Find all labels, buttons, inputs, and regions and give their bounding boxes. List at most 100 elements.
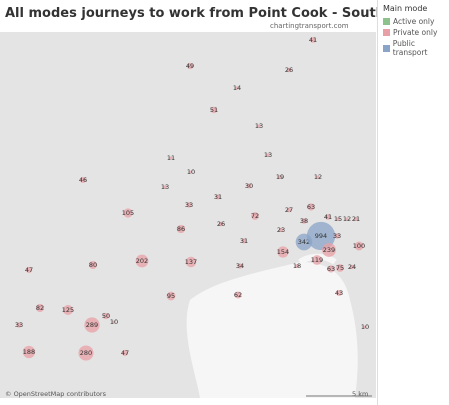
- bubble: [169, 156, 173, 160]
- bubble: [79, 176, 87, 184]
- bubble: [186, 62, 194, 70]
- place-value: 27: [285, 206, 293, 214]
- place-value: 26: [285, 66, 293, 74]
- place-value: 202: [136, 257, 148, 265]
- place-value: 12: [343, 215, 351, 223]
- bubble: [112, 320, 116, 324]
- bubble: [336, 217, 340, 221]
- place-value: 24: [348, 263, 356, 271]
- bubble: [78, 345, 94, 361]
- bubble: [336, 290, 342, 296]
- bubble: [22, 345, 36, 359]
- bubble: [353, 216, 359, 222]
- bubble: [334, 233, 340, 239]
- bubble: [234, 291, 242, 299]
- attribution: © OpenStreetMap contributors: [5, 390, 106, 398]
- place-value: 51: [210, 106, 218, 114]
- bubble: [316, 175, 320, 179]
- bubble: [25, 266, 33, 274]
- place-value: 105: [122, 209, 134, 217]
- place-value: 239: [323, 246, 335, 254]
- legend: Main mode Active only Private only Public …: [377, 0, 449, 405]
- place-value: 49: [186, 62, 194, 70]
- bubble: [336, 264, 344, 272]
- place-value: 13: [161, 183, 169, 191]
- place-value: 31: [214, 193, 222, 201]
- bubble: [363, 325, 367, 329]
- bubble: [185, 256, 197, 268]
- bubble: [277, 246, 289, 258]
- place-value: 75: [336, 264, 344, 272]
- legend-label: Public transport: [392, 39, 428, 57]
- place-value: 26: [217, 220, 225, 228]
- bubble: [257, 124, 261, 128]
- legend-label: Active only: [393, 17, 435, 26]
- place-value: 13: [255, 122, 263, 130]
- bubble: [327, 265, 335, 273]
- place-value: 15: [334, 215, 342, 223]
- bubble: [210, 106, 218, 114]
- place-value: 154: [277, 248, 289, 256]
- legend-title: Main mode: [383, 4, 428, 13]
- bubble: [241, 238, 247, 244]
- place-value: 18: [293, 262, 301, 270]
- place-value: 31: [240, 237, 248, 245]
- place-value: 50: [102, 312, 110, 320]
- bubble: [237, 263, 243, 269]
- bubble: [16, 322, 22, 328]
- bubble: [306, 221, 336, 251]
- bubble: [135, 254, 149, 268]
- place-value: 41: [324, 213, 332, 221]
- credit: chartingtransport.com: [270, 22, 349, 30]
- place-value: 342: [298, 238, 310, 246]
- bubble: [310, 37, 316, 43]
- place-value: 82: [36, 304, 44, 312]
- bubble: [121, 349, 129, 357]
- place-value: 72: [251, 212, 259, 220]
- bubble: [166, 291, 176, 301]
- place-value: 19: [276, 173, 284, 181]
- bubble: [301, 218, 307, 224]
- place-value: 280: [80, 349, 92, 357]
- bubble: [286, 67, 292, 73]
- place-value: 33: [333, 232, 341, 240]
- place-value: 43: [335, 289, 343, 297]
- place-value: 38: [300, 217, 308, 225]
- legend-item[interactable]: Public transport: [383, 39, 449, 57]
- bubble: [186, 202, 192, 208]
- bubble: [102, 312, 110, 320]
- legend-item[interactable]: Active only: [383, 17, 449, 26]
- place-value: 34: [236, 262, 244, 270]
- place-value: 30: [245, 182, 253, 190]
- place-value: 188: [23, 348, 35, 356]
- place-value: 63: [307, 203, 315, 211]
- place-value: 47: [121, 349, 129, 357]
- bubble: [35, 303, 45, 313]
- place-value: 12: [314, 173, 322, 181]
- legend-item[interactable]: Private only: [383, 28, 449, 37]
- legend-swatch: [383, 29, 390, 36]
- bubble: [278, 227, 284, 233]
- bubble: [218, 221, 224, 227]
- place-value: 21: [352, 215, 360, 223]
- place-value: 10: [361, 323, 369, 331]
- bay: [186, 262, 358, 398]
- bubble: [286, 207, 292, 213]
- title: All modes journeys to work from Point Co…: [5, 6, 431, 21]
- scale-label: 5 km: [352, 390, 369, 398]
- legend-swatch: [383, 18, 390, 25]
- place-value: 86: [177, 225, 185, 233]
- bubble: [295, 264, 299, 268]
- place-value: 63: [327, 265, 335, 273]
- place-value: 46: [79, 176, 87, 184]
- place-value: 33: [185, 201, 193, 209]
- bubble: [312, 255, 322, 265]
- place-value: 62: [234, 291, 242, 299]
- bubble: [246, 183, 252, 189]
- place-value: 119: [311, 256, 323, 264]
- place-value: 125: [62, 306, 74, 314]
- place-value: 23: [277, 226, 285, 234]
- bubble: [215, 194, 221, 200]
- place-value: 14: [233, 84, 241, 92]
